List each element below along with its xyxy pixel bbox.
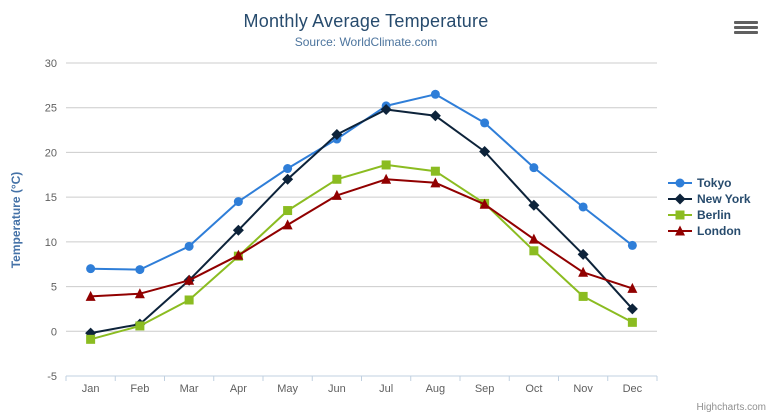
data-point-london — [134, 288, 145, 299]
series-tokyo — [86, 89, 637, 275]
data-point-tokyo — [283, 164, 293, 174]
series-group — [85, 89, 638, 344]
data-point-london — [430, 177, 441, 188]
data-point-tokyo — [529, 163, 539, 173]
data-point-tokyo — [430, 89, 440, 99]
data-point-new-york — [331, 129, 343, 141]
data-point-new-york — [528, 199, 540, 211]
chart-title: Monthly Average Temperature — [243, 11, 489, 31]
x-axis-label: Feb — [130, 383, 149, 395]
data-point-london — [85, 290, 96, 301]
legend-item-tokyo[interactable]: Tokyo — [668, 176, 751, 190]
data-point-london — [479, 198, 490, 209]
data-point-berlin — [430, 166, 440, 176]
data-point-berlin — [283, 206, 293, 216]
data-point-new-york — [626, 303, 638, 315]
data-point-tokyo — [135, 265, 145, 275]
credits-link[interactable]: Highcharts.com — [696, 402, 766, 413]
x-axis-label: May — [277, 383, 298, 395]
data-point-london — [184, 274, 195, 285]
hamburger-icon — [734, 30, 758, 34]
legend-diamond-icon — [668, 193, 692, 205]
chart-subtitle: Source: WorldClimate.com — [294, 35, 438, 49]
data-point-new-york — [479, 146, 491, 158]
legend-marker — [675, 210, 685, 220]
export-menu-button[interactable] — [732, 15, 764, 39]
legend-marker — [674, 193, 686, 205]
y-axis-label: 15 — [45, 192, 57, 204]
data-point-new-york — [232, 224, 244, 236]
data-point-berlin — [86, 334, 96, 344]
hamburger-icon — [734, 20, 758, 24]
legend-item-new-york[interactable]: New York — [668, 192, 751, 206]
legend: Tokyo New York Berlin London — [668, 176, 751, 238]
legend-label: New York — [697, 192, 751, 206]
series-new-york — [85, 104, 638, 339]
y-axis-label: 5 — [51, 282, 57, 294]
series-line-new-york — [89, 108, 634, 335]
data-point-tokyo — [233, 197, 243, 207]
legend-marker — [675, 225, 685, 236]
series-london — [85, 173, 638, 301]
y-axis-label: 0 — [51, 326, 57, 338]
data-point-london — [381, 173, 392, 184]
data-point-london — [233, 249, 244, 260]
data-point-tokyo — [480, 118, 490, 128]
data-point-tokyo — [627, 240, 637, 250]
data-point-new-york — [429, 110, 441, 122]
data-point-tokyo — [184, 241, 194, 251]
legend-marker — [675, 178, 685, 188]
y-axis-label: 30 — [45, 58, 57, 70]
y-axis-title: Temperature (°C) — [9, 172, 23, 269]
y-axis-label: 25 — [45, 103, 57, 115]
data-point-tokyo — [578, 202, 588, 212]
data-point-london — [331, 189, 342, 200]
legend-circle-icon — [668, 178, 692, 188]
y-axis-label: 20 — [45, 147, 57, 159]
x-axis-label: Sep — [475, 383, 495, 395]
series-line-tokyo — [89, 93, 634, 271]
series-line-berlin — [89, 163, 634, 341]
data-point-berlin — [578, 291, 588, 301]
data-point-berlin — [184, 295, 194, 305]
legend-label: Tokyo — [697, 176, 732, 190]
data-point-berlin — [627, 317, 637, 327]
series-line-london — [89, 178, 634, 298]
x-axis-label: Dec — [623, 383, 643, 395]
data-point-new-york — [282, 173, 294, 185]
y-axis-label: -5 — [47, 371, 57, 383]
x-axis-label: Mar — [180, 383, 199, 395]
axes: -5 0 5 10 15 20 25 30 Jan Feb Mar Apr May Jun Jul Aug Se… — [45, 58, 658, 395]
data-point-london — [282, 219, 293, 230]
data-point-tokyo — [86, 264, 96, 274]
x-axis-label: Aug — [426, 383, 446, 395]
x-axis-label: Oct — [525, 383, 542, 395]
data-point-new-york — [577, 248, 589, 260]
data-point-london — [627, 282, 638, 293]
x-axis-label: Jun — [328, 383, 346, 395]
data-point-new-york — [380, 104, 392, 116]
data-point-berlin — [529, 246, 539, 256]
x-axis-label: Jan — [82, 383, 100, 395]
gridlines — [66, 62, 657, 377]
y-axis-label: 10 — [45, 237, 57, 249]
data-point-berlin — [332, 174, 342, 184]
data-point-berlin — [381, 160, 391, 170]
x-axis-label: Apr — [230, 383, 247, 395]
legend-label: London — [697, 224, 741, 238]
legend-square-icon — [668, 210, 692, 220]
legend-item-london[interactable]: London — [668, 224, 751, 238]
x-axis-label: Nov — [573, 383, 593, 395]
data-point-berlin — [135, 321, 145, 331]
legend-item-berlin[interactable]: Berlin — [668, 208, 751, 222]
data-point-london — [528, 233, 539, 244]
hamburger-icon — [734, 25, 758, 29]
x-axis-label: Jul — [379, 383, 393, 395]
legend-label: Berlin — [697, 208, 732, 222]
data-point-london — [578, 266, 589, 277]
legend-triangle-icon — [668, 225, 692, 236]
